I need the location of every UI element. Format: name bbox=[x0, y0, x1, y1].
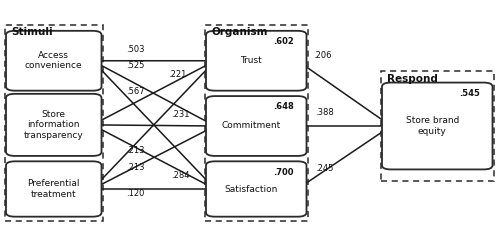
Text: .388: .388 bbox=[314, 108, 334, 117]
Text: .213: .213 bbox=[126, 163, 144, 172]
FancyBboxPatch shape bbox=[382, 83, 492, 169]
Text: .120: .120 bbox=[126, 189, 144, 198]
Text: .221: .221 bbox=[168, 70, 186, 79]
Text: Store
information
transparency: Store information transparency bbox=[24, 110, 84, 140]
FancyBboxPatch shape bbox=[206, 96, 306, 156]
FancyBboxPatch shape bbox=[6, 94, 102, 156]
Text: Respond: Respond bbox=[387, 74, 438, 83]
FancyBboxPatch shape bbox=[6, 161, 102, 217]
Text: .206: .206 bbox=[313, 51, 332, 60]
Text: .284: .284 bbox=[171, 171, 189, 180]
Text: .213: .213 bbox=[126, 146, 144, 155]
Text: Trust: Trust bbox=[240, 56, 262, 65]
Text: Access
convenience: Access convenience bbox=[25, 51, 82, 70]
Text: .700: .700 bbox=[273, 168, 293, 177]
Text: .525: .525 bbox=[126, 61, 144, 70]
Text: Store brand
equity: Store brand equity bbox=[406, 116, 459, 136]
Text: .545: .545 bbox=[458, 89, 479, 98]
Text: .245: .245 bbox=[315, 164, 333, 173]
Text: .503: .503 bbox=[126, 45, 144, 54]
Text: .602: .602 bbox=[273, 37, 293, 46]
FancyBboxPatch shape bbox=[206, 31, 306, 91]
Text: Commitment: Commitment bbox=[222, 122, 281, 130]
Text: .231: .231 bbox=[171, 110, 189, 119]
Text: Stimuli: Stimuli bbox=[11, 27, 52, 37]
Text: Preferential
treatment: Preferential treatment bbox=[28, 179, 80, 199]
FancyBboxPatch shape bbox=[6, 31, 102, 91]
Text: Organism: Organism bbox=[211, 27, 268, 37]
Text: Satisfaction: Satisfaction bbox=[224, 184, 278, 194]
Text: .648: .648 bbox=[273, 102, 293, 111]
Text: .567: .567 bbox=[126, 87, 144, 96]
FancyBboxPatch shape bbox=[206, 161, 306, 217]
